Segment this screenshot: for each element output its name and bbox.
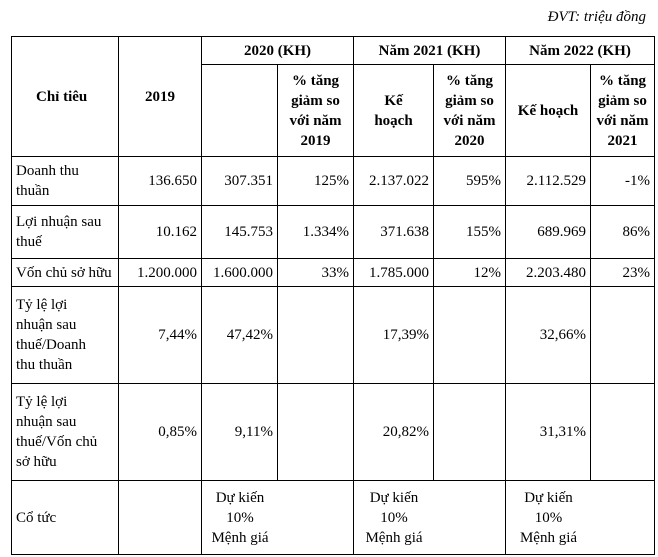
cell-pct-2022: -1% [590, 156, 655, 206]
row-label: Cổ tức [11, 480, 119, 555]
cell-2022: 32,66% [505, 286, 591, 384]
cell-2019: 136.650 [118, 156, 202, 206]
table-row-dividend: Cổ tức Dự kiến 10% Mệnh giá Dự kiến 10% … [11, 480, 655, 555]
cell-pct-2021 [433, 383, 506, 481]
cell-dividend-2022: Dự kiến 10% Mệnh giá [505, 480, 655, 555]
cell-2022: 2.203.480 [505, 258, 591, 287]
header-indicator: Chỉ tiêu [11, 36, 119, 157]
cell-2019: 7,44% [118, 286, 202, 384]
header-group-2020: 2020 (KH) [201, 36, 354, 65]
header-row-top: Chỉ tiêu 2019 2020 (KH) Năm 2021 (KH) Nă… [11, 36, 655, 157]
cell-pct-2020: 1.334% [277, 205, 354, 259]
cell-2020: 145.753 [201, 205, 278, 259]
header-row-sub: % tăng giảm so với năm 2019 Kế hoạch % t… [12, 64, 655, 157]
cell-pct-2022 [590, 286, 655, 384]
financial-plan-table: Chỉ tiêu 2019 2020 (KH) Năm 2021 (KH) Nă… [11, 36, 655, 555]
cell-2021: 17,39% [353, 286, 434, 384]
cell-pct-2021: 155% [433, 205, 506, 259]
row-label: Vốn chủ sở hữu [11, 258, 119, 287]
cell-pct-2020 [277, 286, 354, 384]
cell-pct-2021: 12% [433, 258, 506, 287]
header-plan-2021: Kế hoạch [353, 64, 434, 157]
header-plan-2022: Kế hoạch [505, 64, 591, 157]
table-row: Doanh thu thuần 136.650 307.351 125% 2.1… [11, 156, 655, 206]
cell-2021: 2.137.022 [353, 156, 434, 206]
cell-2022: 2.112.529 [505, 156, 591, 206]
cell-2020: 47,42% [201, 286, 278, 384]
cell-2020: 307.351 [201, 156, 278, 206]
cell-2019 [118, 480, 202, 555]
cell-pct-2021 [433, 286, 506, 384]
cell-pct-2020 [277, 383, 354, 481]
row-label: Tỷ lệ lợi nhuận sau thuế/Doanh thu thuần [11, 286, 119, 384]
cell-pct-2021: 595% [433, 156, 506, 206]
cell-2021: 1.785.000 [353, 258, 434, 287]
cell-2021: 20,82% [353, 383, 434, 481]
cell-2022: 31,31% [505, 383, 591, 481]
cell-2021: 371.638 [353, 205, 434, 259]
header-2019: 2019 [118, 36, 202, 157]
header-pct-2022: % tăng giảm so với năm 2021 [590, 64, 655, 157]
row-label: Lợi nhuận sau thuế [11, 205, 119, 259]
cell-dividend-2020: Dự kiến 10% Mệnh giá [201, 480, 354, 555]
cell-2019: 10.162 [118, 205, 202, 259]
cell-2019: 1.200.000 [118, 258, 202, 287]
cell-2019: 0,85% [118, 383, 202, 481]
unit-label: ĐVT: triệu đồng [547, 9, 646, 25]
table-row: Lợi nhuận sau thuế 10.162 145.753 1.334%… [11, 205, 655, 259]
row-label: Doanh thu thuần [11, 156, 119, 206]
cell-pct-2020: 33% [277, 258, 354, 287]
table-row: Vốn chủ sở hữu 1.200.000 1.600.000 33% 1… [11, 258, 655, 287]
cell-2020: 1.600.000 [201, 258, 278, 287]
header-group-2022: Năm 2022 (KH) [505, 36, 655, 65]
table-row: Tỷ lệ lợi nhuận sau thuế/Doanh thu thuần… [11, 286, 655, 384]
cell-2022: 689.969 [505, 205, 591, 259]
cell-pct-2022: 86% [590, 205, 655, 259]
cell-dividend-2021: Dự kiến 10% Mệnh giá [353, 480, 506, 555]
header-pct-2020: % tăng giảm so với năm 2019 [277, 64, 354, 157]
cell-pct-2022 [590, 383, 655, 481]
header-group-2021: Năm 2021 (KH) [353, 36, 506, 65]
header-pct-2021: % tăng giảm so với năm 2020 [433, 64, 506, 157]
cell-2020: 9,11% [201, 383, 278, 481]
cell-pct-2020: 125% [277, 156, 354, 206]
header-2020-plan [201, 64, 278, 157]
table-row: Tỷ lệ lợi nhuận sau thuế/Vốn chủ sở hữu … [11, 383, 655, 481]
row-label: Tỷ lệ lợi nhuận sau thuế/Vốn chủ sở hữu [11, 383, 119, 481]
cell-pct-2022: 23% [590, 258, 655, 287]
